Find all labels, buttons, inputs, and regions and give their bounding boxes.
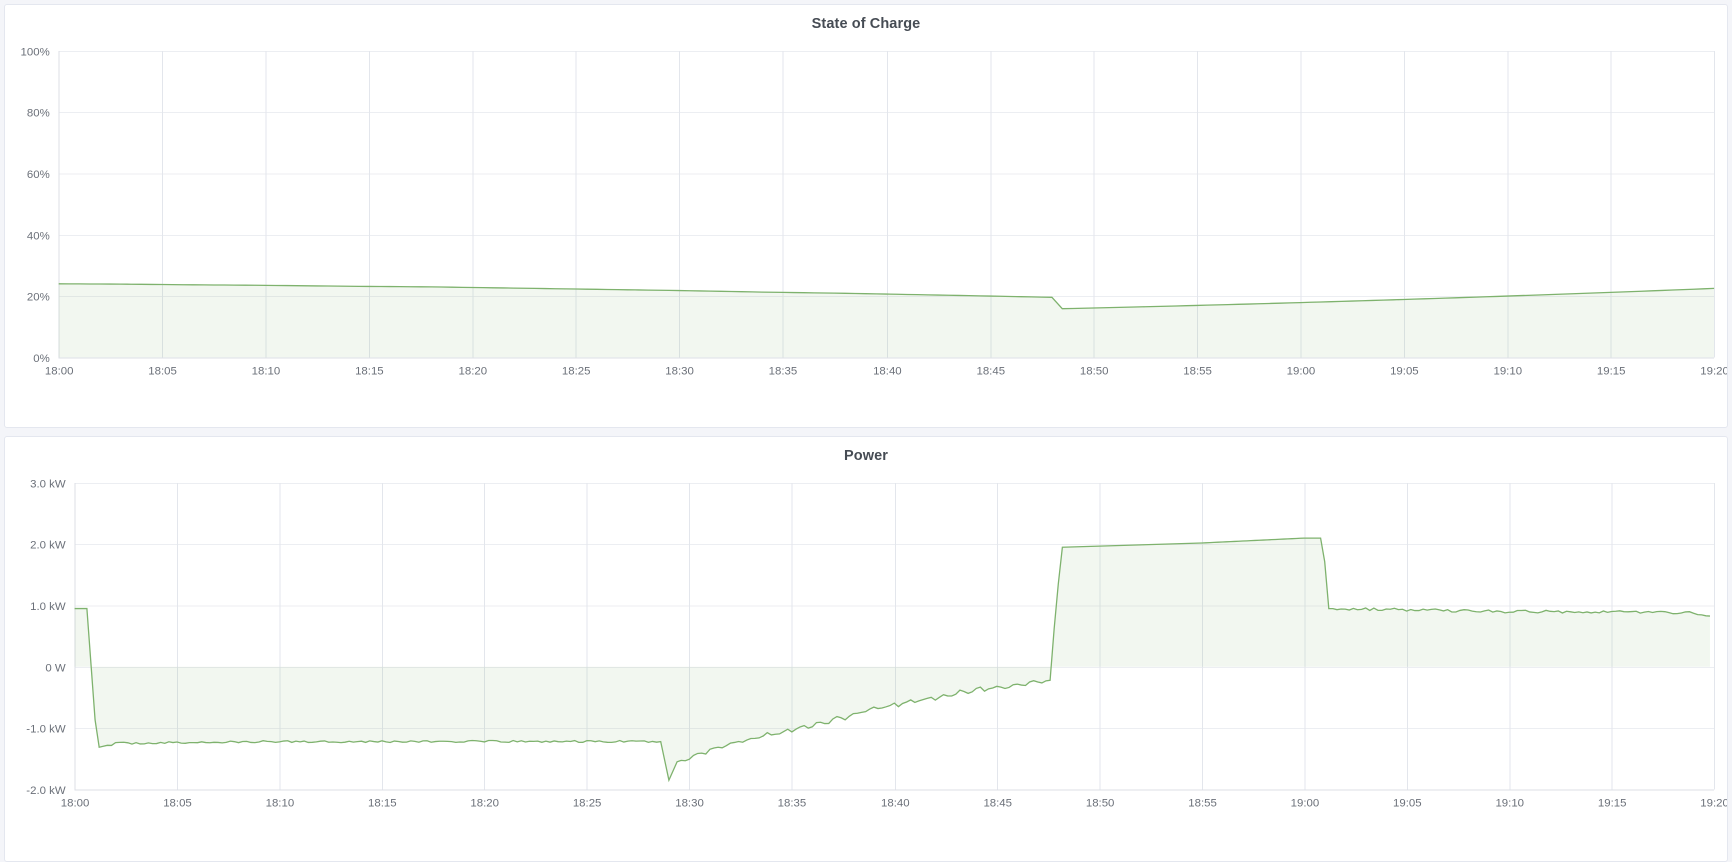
panel-state-of-charge[interactable]: State of Charge 0% 20% 40% 60% 80% 100% 18:00 1… — [4, 4, 1728, 428]
x-tick-label: 18:25 — [573, 797, 602, 809]
chart-power[interactable]: -2.0 kW -1.0 kW 0 W 1.0 kW 2.0 kW 3.0 kW 18:00… — [5, 469, 1727, 861]
x-tick-label: 18:30 — [665, 365, 694, 377]
x-tick-label: 18:50 — [1080, 365, 1109, 377]
x-tick-label: 19:20 — [1700, 797, 1727, 809]
x-tick-label: 18:20 — [458, 365, 487, 377]
y-tick-label: 60% — [27, 169, 50, 181]
y-tick-label: 20% — [27, 292, 50, 304]
x-tick-label: 18:05 — [148, 365, 177, 377]
x-tick-label: 18:40 — [881, 797, 910, 809]
x-tick-label: 18:05 — [163, 797, 192, 809]
y-tick-label: 100% — [21, 46, 50, 58]
x-tick-label: 18:25 — [562, 365, 591, 377]
x-tick-label: 18:15 — [368, 797, 397, 809]
y-tick-label: 0 W — [45, 662, 66, 674]
x-tick-label: 19:10 — [1493, 365, 1522, 377]
panel-title-power: Power — [843, 448, 888, 464]
x-tick-label: 18:55 — [1188, 797, 1217, 809]
x-tick-label: 18:55 — [1183, 365, 1212, 377]
series-area — [74, 538, 1710, 781]
x-tick-label: 18:40 — [873, 365, 902, 377]
plot-area-state-of-charge[interactable]: 0% 20% 40% 60% 80% 100% 18:00 18:05 18:10 18:15 18… — [5, 37, 1727, 427]
y-tick-label: 40% — [27, 230, 50, 242]
chart-state-of-charge[interactable]: 0% 20% 40% 60% 80% 100% 18:00 18:05 18:10 18:15 18… — [5, 37, 1727, 427]
series-line — [58, 283, 1715, 310]
x-tick-label: 18:30 — [675, 797, 704, 809]
plot-area-power[interactable]: -2.0 kW -1.0 kW 0 W 1.0 kW 2.0 kW 3.0 kW 18:00… — [5, 469, 1727, 861]
series-line — [74, 537, 1711, 783]
x-tick-label: 19:05 — [1390, 365, 1419, 377]
x-tick-label: 19:00 — [1287, 365, 1316, 377]
x-tick-label: 18:45 — [983, 797, 1012, 809]
y-tick-label: 0% — [33, 353, 50, 365]
x-tick-label: 18:20 — [470, 797, 499, 809]
x-tick-label: 18:35 — [769, 365, 798, 377]
x-tick-label: 18:45 — [976, 365, 1005, 377]
panel-power[interactable]: Power -2.0 kW -1.0 kW 0 W 1.0 kW 2.0 kW 3.0 k… — [4, 436, 1728, 862]
x-tick-label: 19:05 — [1393, 797, 1422, 809]
y-tick-label: 1.0 kW — [30, 601, 66, 613]
x-tick-label: 18:10 — [266, 797, 295, 809]
y-tick-label: 2.0 kW — [30, 540, 66, 552]
series-area — [58, 283, 1715, 358]
x-tick-label: 18:15 — [355, 365, 384, 377]
y-tick-label: -2.0 kW — [26, 785, 66, 797]
x-tick-label: 18:00 — [61, 797, 90, 809]
x-tick-label: 18:35 — [778, 797, 807, 809]
x-tick-label: 19:00 — [1291, 797, 1320, 809]
y-tick-label: 3.0 kW — [30, 478, 66, 490]
x-tick-label: 19:10 — [1495, 797, 1524, 809]
panel-title-state-of-charge: State of Charge — [811, 16, 921, 32]
x-tick-label: 19:15 — [1598, 797, 1627, 809]
y-tick-label: 80% — [27, 108, 50, 120]
x-tick-label: 18:10 — [252, 365, 281, 377]
x-tick-label: 19:15 — [1597, 365, 1626, 377]
x-tick-label: 19:20 — [1700, 365, 1727, 377]
x-tick-label: 18:00 — [45, 365, 74, 377]
y-tick-label: -1.0 kW — [26, 724, 66, 736]
x-tick-label: 18:50 — [1086, 797, 1115, 809]
